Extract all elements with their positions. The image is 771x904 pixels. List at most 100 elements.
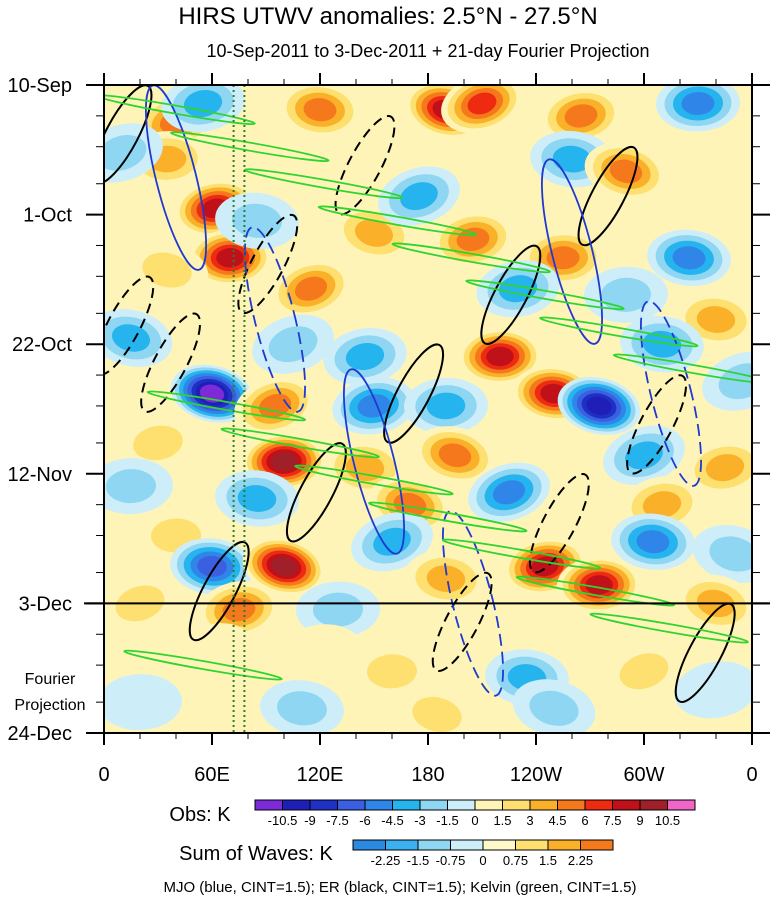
anomaly-cell — [681, 91, 715, 116]
anomaly-cell — [232, 203, 282, 238]
anomaly-cell — [142, 252, 192, 288]
anomaly-cell — [709, 536, 752, 572]
reference-lines — [232, 85, 246, 733]
legend-swatch — [515, 839, 549, 851]
x-tick-label: 120W — [510, 764, 562, 786]
anomaly-cell — [357, 394, 391, 418]
anomaly-cell — [564, 104, 598, 128]
legend-label: 3 — [526, 813, 533, 828]
legend-swatch — [419, 799, 448, 811]
kelvin-wave-contour — [465, 279, 625, 311]
kelvin-wave-contour — [170, 131, 330, 163]
obs-legend: -10.5 -9 -7.5 -6 -4.5 -3 -1.5 0 1.5 3 4.5 6 7.5 9 10.5 — [254, 799, 696, 828]
er-wave-contour — [480, 244, 542, 345]
legend-label: -10.5 — [268, 813, 298, 828]
legend-swatch — [557, 799, 586, 811]
anomaly-cell — [625, 441, 663, 470]
waves-legend: -2.25 -1.5 -0.75 0 0.75 1.5 2.25 — [352, 839, 614, 868]
legend-label: 10.5 — [655, 813, 680, 828]
kelvin-wave-contour — [441, 538, 602, 570]
kelvin-wave-contour — [146, 390, 307, 422]
legend-label: -2.25 — [371, 853, 401, 868]
legend-swatch — [584, 799, 613, 811]
anomaly-cell — [278, 624, 362, 682]
kelvin-wave-contour — [317, 205, 478, 237]
mjo-wave-contour — [541, 158, 603, 345]
legend-swatch — [482, 839, 516, 851]
anomaly-cell — [438, 443, 472, 468]
anomaly-cell — [601, 277, 651, 312]
legend-swatch — [580, 839, 614, 851]
mjo-wave-contour — [244, 226, 306, 413]
kelvin-wave-contour — [589, 612, 749, 644]
legend-swatch — [639, 799, 668, 811]
er-wave-contour — [431, 571, 493, 673]
anomaly-cell — [642, 491, 682, 519]
anomaly-cell — [696, 306, 736, 333]
chart-title: HIRS UTWV anomalies: 2.5°N - 27.5°N — [178, 3, 597, 30]
legend-swatch — [474, 799, 503, 811]
legend-swatch — [417, 839, 451, 851]
anomaly-cell — [486, 346, 514, 367]
mjo-wave-contour — [442, 510, 504, 697]
anomaly-cell — [400, 182, 438, 211]
legend-swatch — [667, 799, 696, 811]
legend-label: -9 — [304, 813, 316, 828]
anomaly-cell — [636, 530, 670, 554]
anomaly-cell — [529, 690, 579, 726]
x-tick-label: 0 — [746, 764, 757, 786]
anomaly-field — [104, 85, 752, 733]
anomaly-cell — [705, 454, 745, 482]
kelvin-wave-contour — [220, 427, 380, 459]
legend-swatch — [282, 799, 311, 811]
x-tick-label: 60E — [194, 764, 230, 786]
anomaly-cell — [619, 653, 669, 690]
legend-swatch — [529, 799, 558, 811]
x-tick-label: 60W — [623, 764, 664, 786]
er-wave-contour — [528, 473, 590, 574]
legend-swatch — [612, 799, 641, 811]
er-wave-contour — [285, 442, 347, 543]
y-tick-label: 3-Dec — [19, 593, 72, 615]
anomaly-cell — [426, 392, 466, 420]
legend-swatch — [254, 799, 283, 811]
legend-label: -0.75 — [436, 853, 466, 868]
legend-swatch — [385, 839, 419, 851]
kelvin-wave-contour — [515, 575, 676, 607]
legend-label: 9 — [636, 813, 643, 828]
wave-key-footer: MJO (blue, CINT=1.5); ER (black, CINT=1.… — [163, 879, 636, 896]
y-tick-label: 1-Oct — [23, 205, 72, 227]
anomaly-cell — [271, 452, 297, 471]
legend-label: 2.25 — [568, 853, 593, 868]
kelvin-wave-contour — [391, 242, 551, 274]
anomaly-cell — [313, 592, 363, 627]
projection-label-line2: Projection — [14, 697, 85, 714]
er-wave-contour — [626, 374, 688, 475]
legend-swatch — [337, 799, 366, 811]
er-wave-contour — [237, 213, 299, 315]
anomaly-cell — [552, 145, 592, 173]
anomaly-cell — [345, 454, 385, 481]
anomaly-cell — [303, 98, 337, 122]
y-tick-label: 12-Nov — [8, 464, 72, 486]
er-wave-contour — [334, 115, 396, 216]
legend-swatch — [309, 799, 338, 811]
er-wave-contour — [104, 275, 155, 376]
anomaly-cell — [133, 425, 183, 461]
legend-label: -4.5 — [381, 813, 403, 828]
er-wave-contour — [188, 540, 250, 642]
y-tick-label: 24-Dec — [8, 723, 72, 745]
legend-label: -1.5 — [407, 853, 429, 868]
legend-swatch — [447, 799, 476, 811]
anomaly-cell — [412, 696, 462, 733]
legend-label: 6 — [581, 813, 588, 828]
mjo-wave-contour — [343, 368, 405, 555]
legend-swatch — [352, 839, 386, 851]
anomaly-cell — [345, 342, 385, 371]
anomaly-cell — [271, 557, 297, 576]
kelvin-wave-contour — [612, 353, 752, 385]
x-tick-label: 120E — [297, 764, 344, 786]
chart-subtitle: 10-Sep-2011 to 3-Dec-2011 + 21-day Fouri… — [206, 41, 649, 61]
anomaly-cell — [467, 92, 497, 115]
waves-legend-title: Sum of Waves: K — [179, 843, 333, 865]
